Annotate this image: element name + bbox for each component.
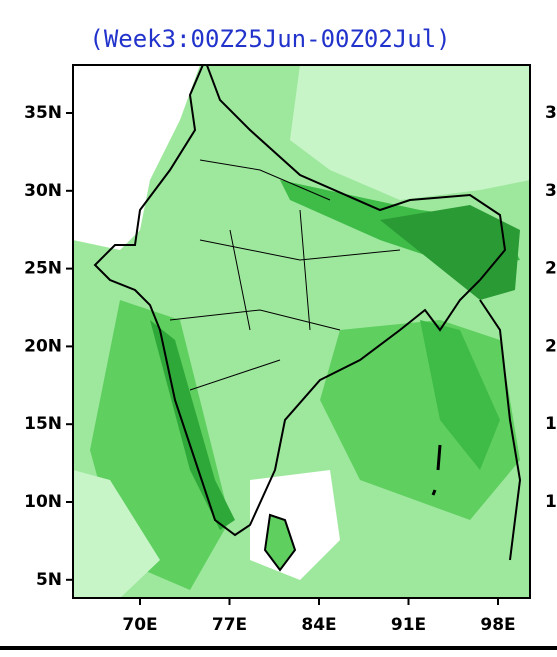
right-label: 3 xyxy=(545,103,557,123)
lat-label: 35N xyxy=(24,103,62,123)
map-field xyxy=(73,65,530,598)
lat-label: 30N xyxy=(24,181,62,201)
lon-label: 70E xyxy=(122,615,157,635)
lat-label: 15N xyxy=(24,414,62,434)
map-frame xyxy=(72,64,531,599)
lat-label: 25N xyxy=(24,259,62,279)
right-label: 2 xyxy=(545,259,557,279)
lon-label: 91E xyxy=(391,615,426,635)
right-label: 3 xyxy=(545,181,557,201)
bottom-bar xyxy=(0,646,557,650)
lon-label: 77E xyxy=(212,615,247,635)
lon-label: 98E xyxy=(480,615,515,635)
right-label: 1 xyxy=(545,492,557,512)
lat-label: 10N xyxy=(24,492,62,512)
lat-label: 20N xyxy=(24,336,62,356)
right-label: 2 xyxy=(545,336,557,356)
lon-label: 84E xyxy=(301,615,336,635)
right-label: 1 xyxy=(545,414,557,434)
lat-label: 5N xyxy=(36,570,62,590)
map-title: (Week3:00Z25Jun-00Z02Jul) xyxy=(89,25,450,53)
